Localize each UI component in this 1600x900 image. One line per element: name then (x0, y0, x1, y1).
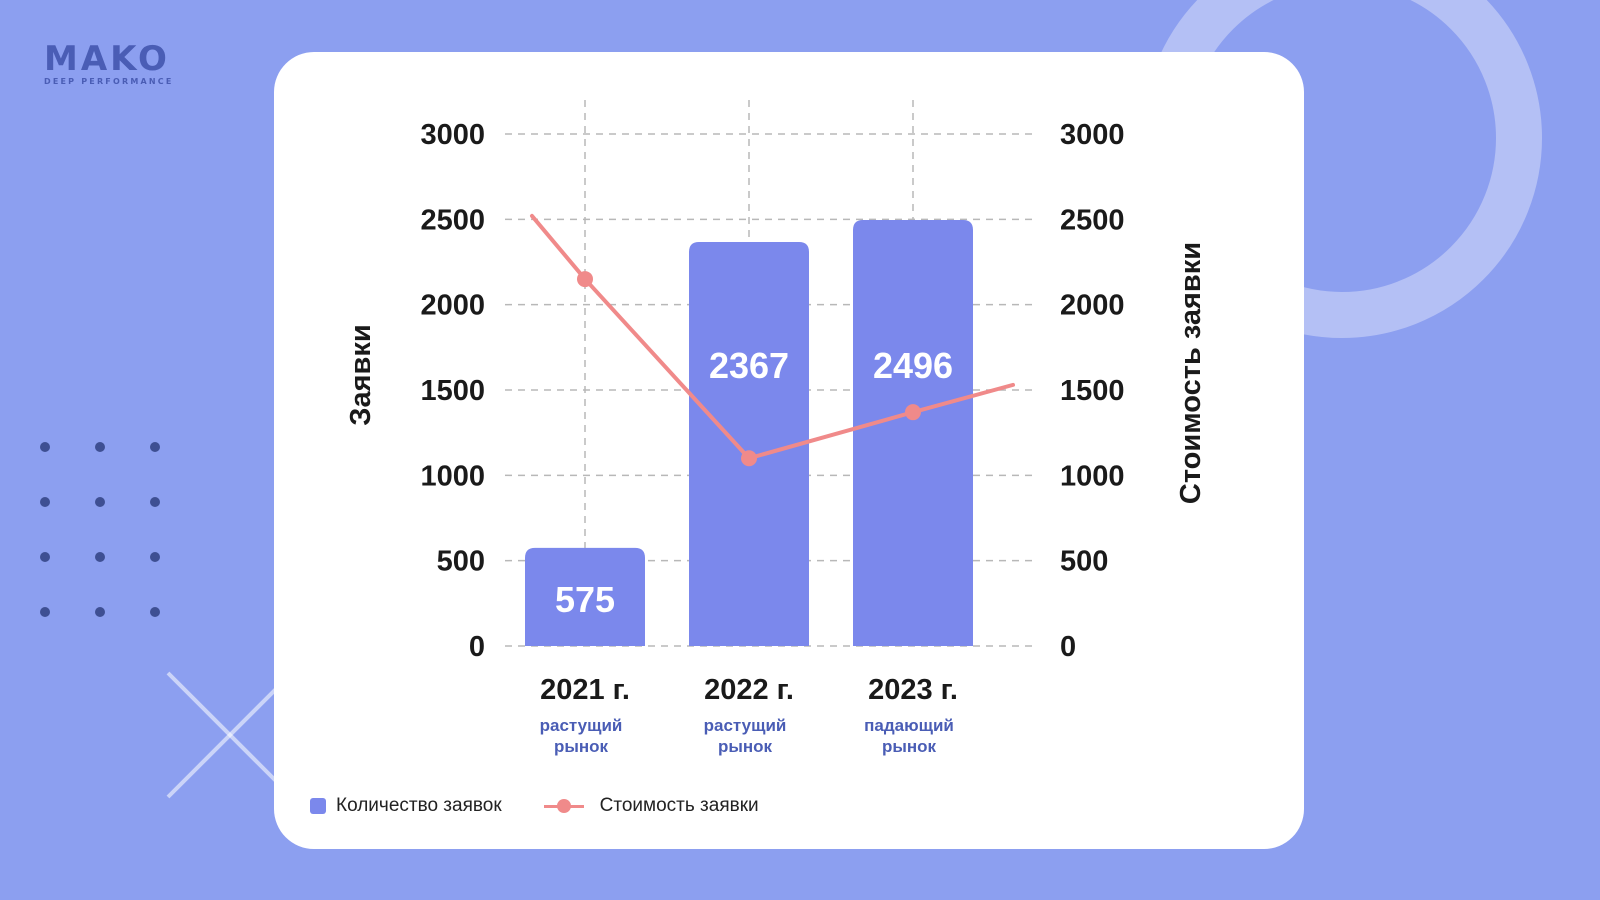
y-tick-label-left: 0 (469, 631, 485, 663)
x-tick-sublabel: рынок (882, 737, 937, 756)
y-tick-label-left: 500 (437, 546, 485, 578)
dot (40, 497, 50, 507)
line-point (741, 450, 757, 467)
bar (689, 242, 809, 647)
dot (40, 552, 50, 562)
x-tick-sublabel: рынок (554, 737, 609, 756)
dot (40, 607, 50, 617)
brand-logo: MAKO DEEP PERFORMANCE (44, 42, 174, 86)
line-point (577, 271, 593, 288)
legend-label: Количество заявок (336, 795, 502, 816)
brand-name: MAKO (44, 39, 170, 79)
dot (95, 552, 105, 562)
y-tick-label-right: 3000 (1060, 119, 1125, 151)
decorative-dots (40, 442, 180, 622)
dot (95, 607, 105, 617)
dot (150, 442, 160, 452)
y-tick-label-left: 2000 (420, 290, 485, 322)
chart-legend: Количество заявок Стоимость заявки (310, 794, 801, 818)
x-tick-sublabel: растущий (540, 716, 623, 735)
y-tick-label-right: 2000 (1060, 290, 1125, 322)
dot (150, 607, 160, 617)
dot (95, 497, 105, 507)
x-tick-sublabel: падающий (864, 716, 954, 735)
legend-swatch (310, 798, 326, 814)
legend-item-line: Стоимость заявки (543, 795, 759, 817)
y-tick-label-right: 1000 (1060, 460, 1125, 492)
decorative-cross (166, 671, 294, 799)
bar (853, 220, 973, 647)
y-axis-title-left: Заявки (345, 324, 377, 425)
y-tick-label-left: 2500 (420, 204, 485, 236)
bar (525, 547, 645, 646)
legend-line-marker (543, 798, 584, 814)
legend-label: Стоимость заявки (599, 795, 759, 816)
x-tick-sublabel: рынок (718, 737, 773, 756)
x-tick-sublabel: растущий (704, 716, 787, 735)
dot (150, 552, 160, 562)
x-tick-label: 2022 г. (704, 674, 794, 706)
dot (40, 442, 50, 452)
y-tick-label-left: 3000 (420, 119, 485, 151)
y-tick-label-left: 1000 (420, 460, 485, 492)
brand-tagline: DEEP PERFORMANCE (44, 77, 174, 86)
line-point (905, 404, 921, 421)
y-tick-label-right: 500 (1060, 546, 1108, 578)
bar-data-label: 575 (555, 579, 615, 620)
y-tick-label-right: 0 (1060, 631, 1076, 663)
dot (95, 442, 105, 452)
legend-item-bars: Количество заявок (310, 795, 502, 817)
y-tick-label-right: 1500 (1060, 375, 1125, 407)
x-tick-label: 2021 г. (540, 674, 630, 706)
y-tick-label-right: 2500 (1060, 204, 1125, 236)
y-tick-label-left: 1500 (420, 375, 485, 407)
bar-data-label: 2367 (709, 345, 789, 386)
bar-data-label: 2496 (873, 345, 953, 386)
y-axis-title-right: Стоимость заявки (1175, 242, 1207, 504)
dot (150, 497, 160, 507)
x-tick-label: 2023 г. (868, 674, 958, 706)
